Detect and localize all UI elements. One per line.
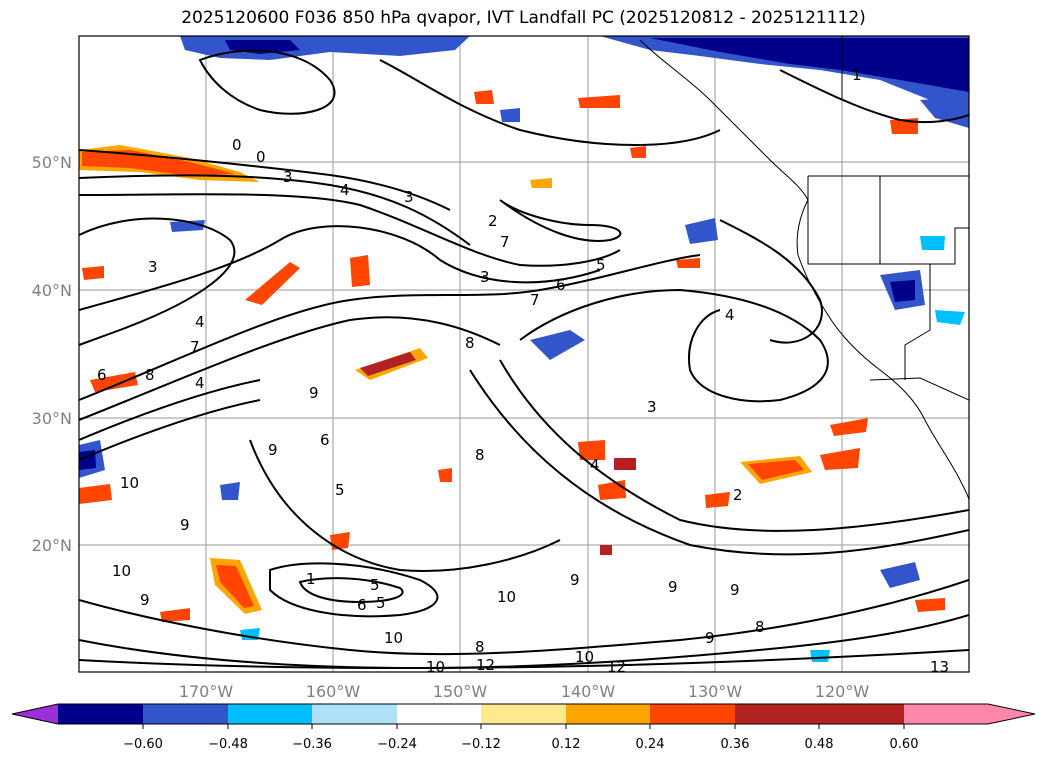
- contour-label: 3: [647, 398, 657, 416]
- contour-label: 2: [733, 486, 743, 504]
- contour-label: 10: [112, 562, 131, 580]
- contour-label: 4: [340, 181, 350, 199]
- contour-label: 3: [480, 268, 490, 286]
- colorbar-segment: [397, 704, 481, 724]
- colorbar-tick-label: −0.48: [208, 737, 248, 752]
- colorbar-segment: [819, 704, 904, 724]
- contour-label: 10: [426, 658, 445, 676]
- contour-label: 6: [357, 596, 367, 614]
- contour-label: 5: [370, 576, 380, 594]
- lat-label: 40°N: [32, 281, 72, 300]
- lat-label: 20°N: [32, 536, 72, 555]
- contour-label: 7: [500, 233, 510, 251]
- contour-label: 9: [180, 516, 190, 534]
- contour-label: 5: [596, 256, 606, 274]
- map-title: 2025120600 F036 850 hPa qvapor, IVT Land…: [181, 8, 866, 28]
- contour-label: 9: [570, 571, 580, 589]
- contour-label: 1: [306, 570, 316, 588]
- contour-labels: 0 0 3 4 3 2 7 3 6 5 7 3 4 7 6 8 4 8 9 9 …: [97, 66, 949, 676]
- contour-label: 8: [755, 618, 765, 636]
- contour-label: 8: [145, 366, 155, 384]
- lon-label: 170°W: [179, 682, 234, 701]
- colorbar-tick-label: 0.36: [721, 737, 750, 752]
- contour-label: 10: [575, 648, 594, 666]
- contour-label: 9: [705, 629, 715, 647]
- contour-label: 3: [148, 258, 158, 276]
- contour-label: 10: [120, 474, 139, 492]
- gridlines: [79, 36, 969, 672]
- contour-label: 6: [320, 431, 330, 449]
- contour-label: 4: [195, 374, 205, 392]
- contour-label: 4: [195, 313, 205, 331]
- colorbar-extend-min: [12, 704, 58, 724]
- contour-label: 6: [97, 366, 107, 384]
- contour-label: 9: [140, 591, 150, 609]
- lat-label: 30°N: [32, 409, 72, 428]
- colorbar-segment: [566, 704, 650, 724]
- colorbar-tick-label: −0.60: [123, 737, 163, 752]
- colorbar-segment: [228, 704, 312, 724]
- contour-label: 3: [283, 168, 293, 186]
- lon-label: 130°W: [688, 682, 743, 701]
- colorbar-segment: [143, 704, 228, 724]
- contour-label: 9: [309, 384, 319, 402]
- contour-label: 7: [530, 291, 540, 309]
- lon-label: 120°W: [815, 682, 870, 701]
- colorbar: −0.60 −0.48 −0.36 −0.24 −0.12 0.12 0.24 …: [11, 703, 1036, 752]
- contour-label: 9: [730, 581, 740, 599]
- contour-label: 4: [590, 456, 600, 474]
- latitude-labels: 50°N 40°N 30°N 20°N: [32, 153, 72, 555]
- contour-label: 0: [232, 136, 242, 154]
- contour-label: 1: [852, 66, 862, 84]
- colorbar-segment: [58, 704, 143, 724]
- colorbar-tick-label: 0.60: [890, 737, 919, 752]
- lat-label: 50°N: [32, 153, 72, 172]
- colorbar-segment: [481, 704, 566, 724]
- colorbar-tick-label: −0.24: [377, 737, 417, 752]
- lon-label: 150°W: [433, 682, 488, 701]
- ivt-contours: [79, 49, 969, 670]
- colorbar-segment: [312, 704, 397, 724]
- contour-label: 2: [488, 212, 498, 230]
- contour-label: 5: [335, 481, 345, 499]
- contour-label: 10: [384, 629, 403, 647]
- contour-label: 0: [256, 148, 266, 166]
- contour-label: 12: [476, 656, 495, 674]
- lon-label: 160°W: [306, 682, 361, 701]
- contour-label: 12: [607, 658, 626, 676]
- lon-label: 140°W: [561, 682, 616, 701]
- map-frame: [78, 35, 970, 673]
- colorbar-tick-label: −0.36: [292, 737, 332, 752]
- colorbar-tick-label: 0.24: [636, 737, 665, 752]
- contour-label: 8: [475, 446, 485, 464]
- contour-label: 4: [725, 306, 735, 324]
- colorbar-segment: [735, 704, 819, 724]
- contour-label: 7: [190, 338, 200, 356]
- contour-label: 10: [497, 588, 516, 606]
- contour-label: 9: [268, 441, 278, 459]
- contour-label: 9: [668, 578, 678, 596]
- contour-label: 5: [376, 594, 386, 612]
- contour-label: 8: [465, 334, 475, 352]
- contour-label: 8: [475, 638, 485, 656]
- colorbar-tick-label: −0.12: [461, 737, 501, 752]
- longitude-labels: 170°W 160°W 150°W 140°W 130°W 120°W: [179, 682, 870, 701]
- contour-label: 3: [404, 188, 414, 206]
- colorbar-segment: [650, 704, 735, 724]
- contour-label: 6: [556, 276, 566, 294]
- colorbar-tick-label: 0.48: [805, 737, 834, 752]
- contour-label: 13: [930, 658, 949, 676]
- colorbar-tick-label: 0.12: [552, 737, 581, 752]
